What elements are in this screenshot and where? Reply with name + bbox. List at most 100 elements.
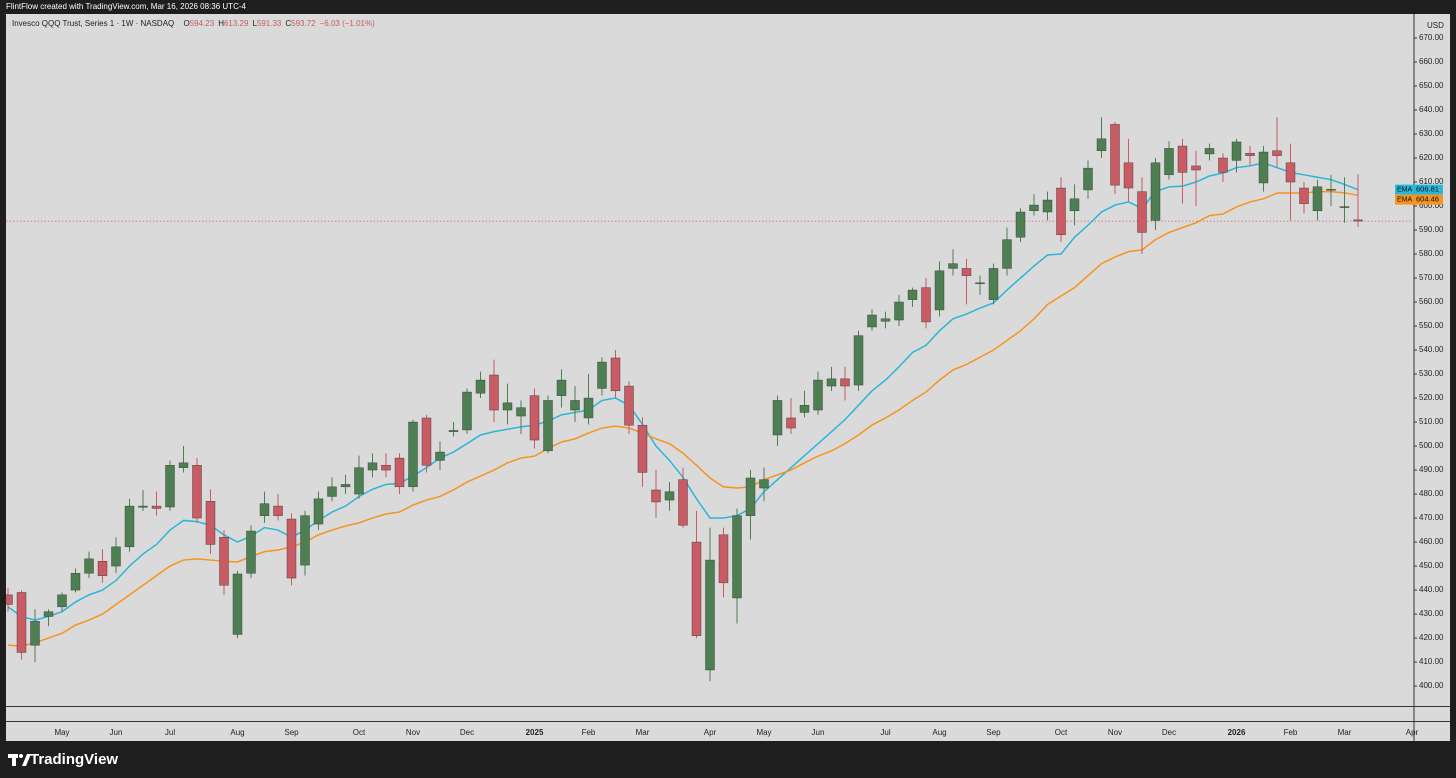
y-tick-label: 460.00 bbox=[1419, 537, 1444, 546]
candle-body bbox=[219, 537, 229, 586]
x-tick-label: Jun bbox=[812, 728, 825, 737]
candle-body bbox=[826, 378, 837, 387]
y-tick-label: 520.00 bbox=[1419, 393, 1444, 402]
candle-body bbox=[232, 573, 243, 635]
brand-logo bbox=[8, 754, 31, 766]
candle-body bbox=[327, 486, 337, 497]
candle-body bbox=[543, 400, 553, 452]
candle-body bbox=[354, 467, 364, 495]
candle-body bbox=[165, 465, 175, 508]
x-tick-label: Mar bbox=[636, 728, 650, 737]
legend-entry: EMA bbox=[1397, 187, 1413, 194]
y-tick-label: 570.00 bbox=[1419, 273, 1444, 282]
y-tick-label: 590.00 bbox=[1419, 225, 1444, 234]
candle-body bbox=[1285, 162, 1296, 183]
y-tick-label: 630.00 bbox=[1419, 129, 1444, 138]
candle-body bbox=[421, 417, 432, 466]
candle-body bbox=[1191, 165, 1201, 171]
candle-body bbox=[786, 417, 796, 429]
chart-panel bbox=[6, 14, 1450, 741]
y-tick-label: 450.00 bbox=[1419, 561, 1444, 570]
currency: USD bbox=[1427, 21, 1444, 30]
candle-body bbox=[597, 361, 607, 389]
ohlc-value: 593.72 bbox=[291, 19, 316, 28]
ohlc-prefix: O bbox=[184, 19, 190, 28]
y-tick-label: 410.00 bbox=[1419, 657, 1444, 666]
candle-body bbox=[934, 270, 945, 311]
candle-body bbox=[772, 400, 783, 436]
ohlc-prefix: H bbox=[218, 19, 224, 28]
y-tick-label: 540.00 bbox=[1419, 345, 1444, 354]
candle-body bbox=[921, 287, 931, 323]
candle-body bbox=[1042, 199, 1053, 213]
currency-box bbox=[1418, 18, 1442, 32]
x-tick-label: Sep bbox=[284, 728, 299, 737]
candle-body bbox=[475, 379, 486, 394]
candle-body bbox=[759, 479, 769, 489]
candle-body bbox=[367, 462, 378, 471]
candle-body bbox=[1096, 138, 1107, 152]
x-tick-label: Aug bbox=[932, 728, 946, 737]
x-tick-label: 2025 bbox=[526, 728, 544, 737]
candle-body bbox=[124, 505, 135, 548]
y-tick-label: 670.00 bbox=[1419, 33, 1444, 42]
candle-body bbox=[178, 462, 189, 468]
candle-body bbox=[516, 407, 526, 417]
candle-body bbox=[57, 594, 67, 608]
candle-body bbox=[894, 301, 904, 321]
x-tick-label: Nov bbox=[1108, 728, 1122, 737]
candle-body bbox=[1312, 186, 1323, 212]
candle-body bbox=[394, 457, 405, 488]
ema-line bbox=[7, 190, 1359, 647]
candle-body bbox=[1150, 162, 1161, 221]
candle-body bbox=[880, 318, 891, 322]
candle-body bbox=[502, 402, 513, 411]
candle-body bbox=[16, 592, 27, 653]
candle-body bbox=[300, 515, 310, 566]
x-tick-label: Feb bbox=[582, 728, 596, 737]
y-tick-label: 600.00 bbox=[1419, 201, 1444, 210]
y-tick-label: 430.00 bbox=[1419, 609, 1444, 618]
x-tick-label: Jun bbox=[110, 728, 123, 737]
candle-body bbox=[799, 405, 810, 413]
candle-body bbox=[30, 621, 40, 646]
y-tick-label: 420.00 bbox=[1419, 633, 1444, 642]
ohlc-value: 594.23 bbox=[190, 19, 215, 28]
candle-body bbox=[907, 289, 918, 300]
candle-body bbox=[1029, 204, 1039, 212]
candle-body bbox=[111, 546, 121, 567]
y-tick-label: 620.00 bbox=[1419, 153, 1444, 162]
ohlc-prefix: L bbox=[252, 19, 257, 28]
y-tick-label: 610.00 bbox=[1419, 177, 1444, 186]
y-tick-label: 560.00 bbox=[1419, 297, 1444, 306]
candle-body bbox=[1164, 148, 1174, 176]
candle-body bbox=[489, 374, 499, 411]
candle-body bbox=[408, 421, 418, 488]
candle-body bbox=[192, 465, 202, 519]
candle-body bbox=[732, 515, 742, 599]
y-tick-label: 530.00 bbox=[1419, 369, 1444, 378]
candle-body bbox=[664, 491, 675, 501]
candle-body bbox=[624, 385, 634, 426]
ohlc-value: 613.29 bbox=[224, 19, 249, 28]
candle-body bbox=[651, 489, 661, 503]
y-tick-label: 400.00 bbox=[1419, 681, 1444, 690]
candle-body bbox=[1299, 187, 1309, 204]
candle-body bbox=[151, 505, 162, 509]
candle-body bbox=[556, 379, 567, 396]
y-tick-label: 580.00 bbox=[1419, 249, 1444, 258]
legend-title: Invesco QQQ Trust, Series 1 · 1W · NASDA… bbox=[12, 19, 174, 28]
legend: Invesco QQQ Trust, Series 1 · 1W · NASDA… bbox=[12, 19, 375, 28]
candle-body bbox=[435, 451, 445, 461]
candle-body bbox=[813, 379, 823, 411]
candle-body bbox=[1110, 124, 1120, 186]
x-tick-label: Apr bbox=[704, 728, 717, 737]
legend-entry: EMA bbox=[1397, 197, 1413, 204]
candle-body bbox=[205, 501, 216, 545]
candle-body bbox=[1258, 151, 1269, 184]
logo-part bbox=[22, 754, 31, 766]
x-tick-label: Feb bbox=[1284, 728, 1298, 737]
x-tick-label: Jul bbox=[165, 728, 175, 737]
